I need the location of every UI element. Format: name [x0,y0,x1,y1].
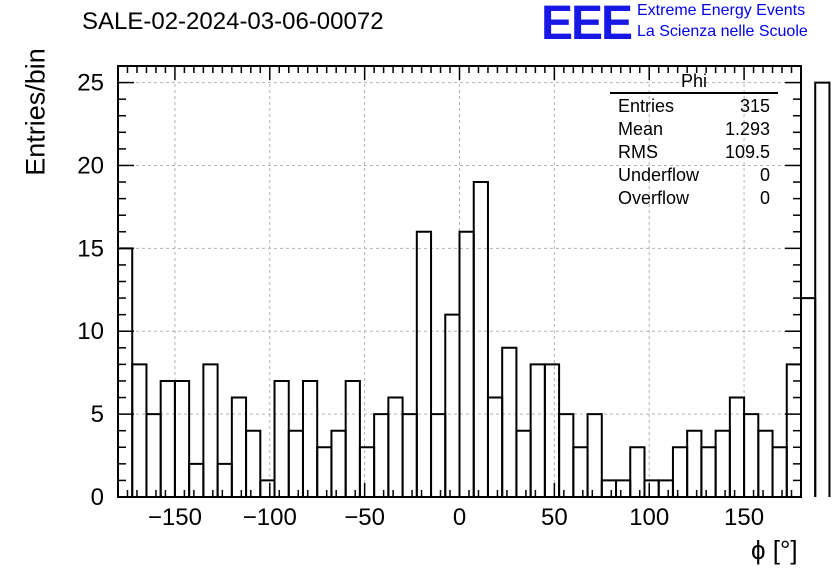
x-axis-label: ϕ [°] [751,535,798,565]
histogram-bin [358,446,376,497]
histogram-bin [430,413,447,497]
histogram-bin [287,429,304,497]
y-axis-label: Entries/bin [20,48,51,176]
histogram-bin [373,413,390,497]
stats-label: Overflow [618,188,690,208]
histogram-bin [330,429,347,497]
eee-logo-line2: La Scienza nelle Scuole [637,23,808,40]
histogram-bin [216,462,233,497]
histogram-title: SALE-02-2024-03-06-00072 [82,8,384,35]
histogram-bin [529,363,546,497]
x-tick-label: −150 [148,504,202,531]
y-tick-label: 25 [77,70,104,97]
stats-label: Underflow [618,165,700,185]
histogram-bin [543,363,561,497]
histogram-bin [188,462,205,497]
eee-logo: EEE [541,0,633,50]
stats-row-overflow: Overflow 0 [610,187,778,210]
histogram-bin [572,446,589,497]
y-tick-label: 10 [77,318,104,345]
stats-title: Phi [610,70,778,94]
histogram-bin [387,396,404,497]
histogram-bin [657,479,674,497]
histogram-bin [472,181,489,497]
histogram-bars [117,81,831,497]
histogram-bin [686,429,703,497]
histogram-bin [814,81,831,497]
stats-value: 1.293 [724,119,770,139]
y-tick-label: 0 [91,484,104,511]
histogram-bin [301,379,319,497]
stats-value: 109.5 [724,142,770,162]
histogram-bin [444,313,461,497]
histogram-bin [600,479,618,497]
histogram-bin [515,429,532,497]
histogram-bin [643,479,660,497]
x-tick-label: −50 [344,504,385,531]
y-tick-label: 15 [77,235,104,262]
histogram-bin [558,413,575,497]
stats-box: Phi Entries 315 Mean 1.293 RMS 109.5 Und… [610,70,778,210]
y-tick-label: 20 [77,152,104,179]
histogram-bin [629,446,646,497]
stats-row-mean: Mean 1.293 [610,118,778,141]
stats-value: 0 [759,165,770,185]
stats-row-entries: Entries 315 [610,95,778,118]
histogram-bin [117,247,134,497]
x-tick-label: 150 [724,504,764,531]
histogram-bin [230,396,248,497]
histogram-bin [259,479,276,497]
histogram-bin [771,446,788,497]
x-tick-label: 50 [541,504,568,531]
stats-label: RMS [618,142,658,162]
histogram-bin [671,446,689,497]
stats-row-underflow: Underflow 0 [610,164,778,187]
histogram-bin [714,429,731,497]
histogram-bin [173,379,191,497]
histogram-bin [131,363,148,497]
histogram-bin [743,413,760,497]
histogram-bin [316,446,333,497]
x-tick-label: 0 [453,504,466,531]
stats-value: 315 [739,96,770,116]
y-tick-label: 5 [91,401,104,428]
x-tick-label: −100 [243,504,297,531]
stats-label: Mean [618,119,664,139]
histogram-bin [145,413,162,497]
histogram-bin [401,413,418,497]
stats-value: 0 [759,188,770,208]
eee-logo-line1: Extreme Energy Events [637,2,806,19]
histogram-bin [586,413,603,497]
stats-label: Entries [618,96,675,116]
histogram-bin [202,363,219,497]
histogram-bin [415,230,433,497]
histogram-bin [273,379,290,497]
histogram-bin [458,230,475,497]
histogram-bin [728,396,746,497]
axes: −150 −100 −50 0 50 100 150 0 5 10 15 20 25 [77,65,802,531]
histogram-bin [700,446,717,497]
histogram-bin [159,379,176,497]
x-tick-label: 100 [629,504,669,531]
histogram-bin [800,297,817,497]
histogram-bin [501,346,518,497]
histogram-bin [344,379,361,497]
histogram-bin [486,396,504,497]
stats-row-rms: RMS 109.5 [610,141,778,164]
histogram-bin [245,429,262,497]
histogram-bin [757,429,774,497]
histogram-bin [615,479,632,497]
